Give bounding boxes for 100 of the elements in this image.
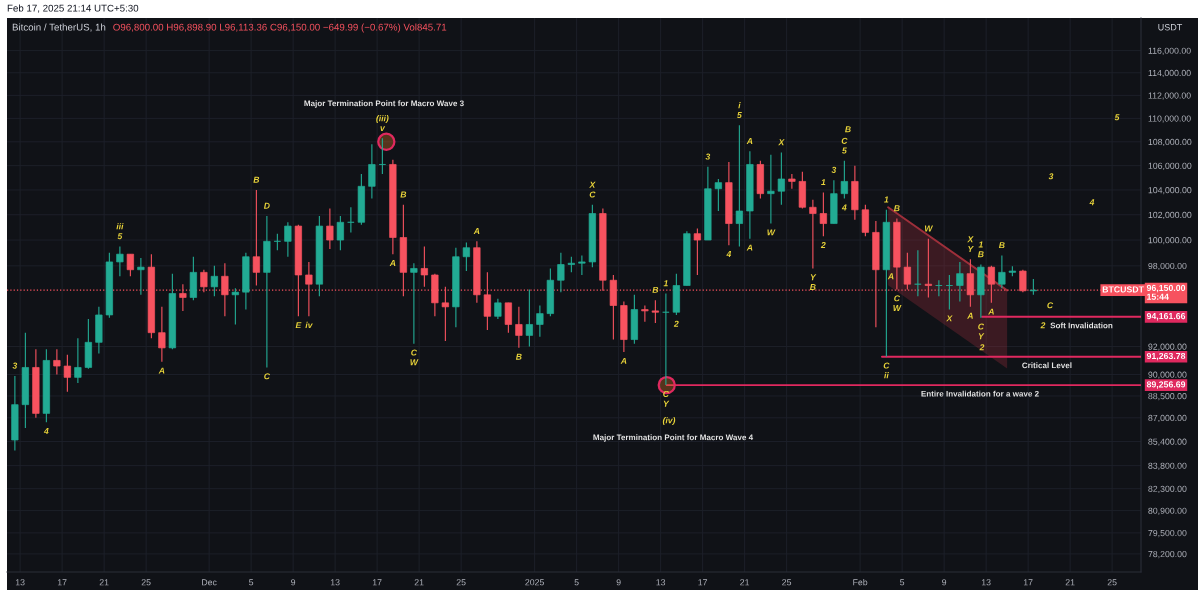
x-tick-label: 13 (15, 579, 25, 586)
annotation: i (738, 102, 741, 109)
annotation: B (253, 176, 260, 183)
candlestick (284, 221, 292, 258)
annotation: (iii) (376, 114, 389, 123)
annotation: Y (810, 274, 817, 281)
data-label: 89,256.69 (1146, 381, 1186, 389)
annotation: 4 (841, 204, 847, 211)
annotation: 4 (1089, 199, 1095, 206)
candlestick (861, 204, 869, 237)
candlestick (158, 306, 166, 363)
annotation: A (473, 228, 480, 234)
annotation: 2 (1040, 322, 1046, 329)
candlestick (714, 178, 722, 212)
text: O96,800.00 H96,898.90 L96,113.36 C96,150.00 −649.99 (−0.67%) Vol845.71 (113, 23, 447, 33)
candlestick (641, 304, 649, 323)
annotation: B (977, 251, 984, 258)
candlestick (336, 215, 344, 251)
candlestick (998, 254, 1006, 289)
x-tick-label: 9 (616, 579, 621, 586)
text: Feb 17, 2025 21:14 UTC+5:30 (7, 4, 139, 13)
annotation: (iv) (662, 416, 676, 426)
candlestick (210, 265, 218, 297)
x-tick-label: 21 (99, 579, 109, 586)
x-tick-label: 25 (1107, 579, 1117, 586)
annotation: 1 (663, 280, 668, 287)
candlestick (767, 154, 775, 225)
candlestick (515, 306, 523, 349)
annotation: 5 (117, 233, 123, 240)
y-tick-label: 110,000.00 (1148, 115, 1191, 123)
x-tick-label: 17 (372, 579, 382, 586)
y-tick-label: 106,000.00 (1148, 162, 1192, 170)
y-tick-label: 87,000.00 (1148, 414, 1187, 423)
annotation: iv (305, 321, 313, 329)
x-tick-label: 25 (456, 579, 466, 586)
candlestick (63, 354, 71, 393)
annotation: Soft Invalidation (1050, 322, 1113, 329)
candlestick (420, 245, 428, 288)
y-tick-label: 116,000.00 (1148, 47, 1191, 55)
y-tick-label: 114,000.00 (1148, 69, 1191, 78)
candlestick (903, 252, 911, 291)
annotation: B (652, 286, 659, 293)
annotation: Entire Invalidation for a wave 2 (921, 390, 1039, 397)
x-tick-label: 21 (740, 579, 750, 586)
annotation: A (158, 367, 165, 374)
annotation: Major Termination Point for Macro Wave 4 (593, 434, 754, 442)
annotation: Y (968, 246, 974, 252)
annotation: 3 (705, 153, 711, 160)
candlestick (819, 191, 827, 237)
annotation: B (845, 126, 851, 133)
x-tick-label: 9 (291, 579, 296, 586)
annotation: Y (663, 400, 670, 407)
y-tick-label: 102,000.00 (1148, 211, 1192, 220)
annotation: 2 (673, 320, 679, 327)
annotation: 5 (842, 147, 847, 154)
y-tick-label: 104,000.00 (1148, 187, 1192, 195)
data-label: 91,263.78 (1146, 352, 1186, 361)
candlestick (462, 242, 470, 272)
annotation: C (1047, 302, 1054, 309)
annotation: W (893, 305, 902, 312)
candlestick (252, 189, 260, 287)
y-tick-label: 90,000.00 (1148, 371, 1187, 379)
y-tick-label: 83,800.00 (1148, 462, 1187, 470)
annotation: 3 (1048, 173, 1054, 180)
candlestick (809, 199, 817, 269)
y-tick-label: 98,000.00 (1148, 262, 1187, 271)
candlestick (840, 160, 848, 200)
annotation: A (967, 312, 973, 319)
annotation: A (746, 244, 753, 251)
annotation: A (389, 260, 396, 266)
candlestick (494, 298, 502, 320)
candlestick (410, 262, 418, 345)
annotation: A (887, 273, 894, 280)
x-tick-label: 17 (1023, 579, 1033, 586)
annotation: X (967, 236, 974, 243)
x-tick-label: 25 (782, 579, 792, 586)
annotation: v (380, 126, 386, 131)
annotation: B (400, 191, 407, 198)
candlestick (557, 252, 565, 293)
annotation: 5 (1114, 114, 1120, 121)
y-tick-label: 108,000.00 (1148, 138, 1192, 147)
annotation: B (998, 242, 1005, 249)
annotation: C (264, 373, 271, 380)
x-tick-label: 21 (1065, 579, 1075, 586)
y-tick-label: 92,000.00 (1148, 343, 1187, 351)
candlestick (693, 228, 701, 276)
candlestick (231, 287, 239, 326)
candlestick (504, 302, 512, 334)
annotation: X (946, 315, 953, 322)
annotation: B (809, 284, 816, 290)
annotation: 3 (831, 166, 837, 173)
annotation: BTCUSDT (1102, 286, 1144, 293)
annotation: X (589, 181, 596, 188)
annotation: A (988, 308, 994, 315)
candlestick (525, 288, 533, 348)
candlestick (536, 304, 544, 338)
x-tick-label: 13 (656, 579, 666, 586)
x-tick-label: 13 (330, 579, 340, 586)
annotation: Critical Level (1022, 362, 1072, 369)
x-tick-label: 5 (900, 579, 905, 586)
